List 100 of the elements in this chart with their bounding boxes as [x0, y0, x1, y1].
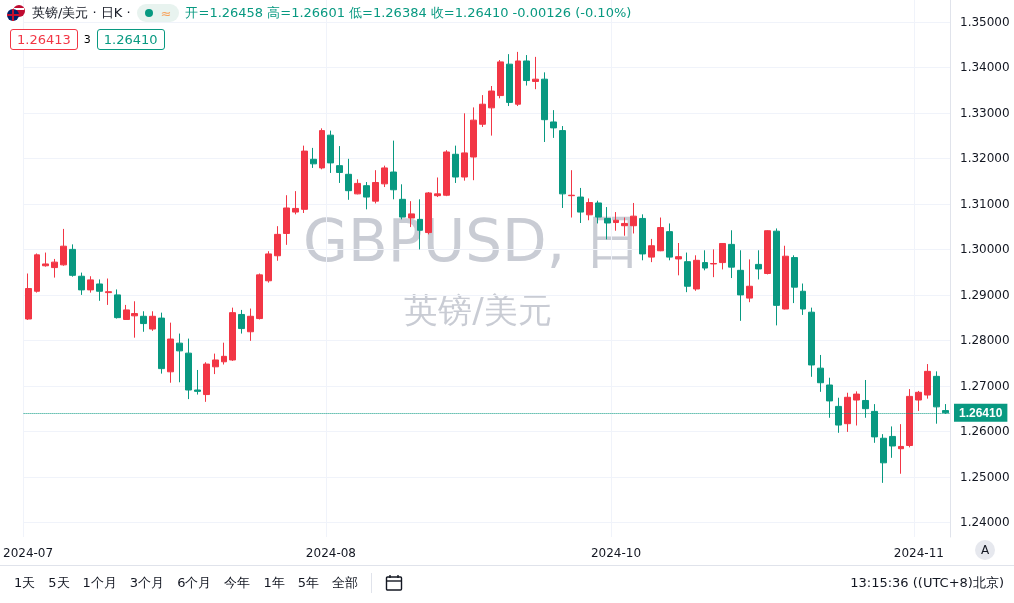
candlestick — [327, 130, 334, 174]
candlestick — [372, 169, 379, 204]
candlestick — [265, 250, 272, 284]
candlestick — [853, 390, 860, 426]
candlestick — [292, 190, 299, 215]
candlestick — [470, 106, 477, 181]
candlestick — [203, 361, 210, 403]
x-tick-label: 2024-08 — [305, 546, 356, 560]
candlestick — [434, 176, 441, 198]
candlestick — [808, 307, 815, 378]
text: 5年 — [297, 574, 319, 592]
candlestick — [666, 222, 673, 261]
candlestick — [550, 109, 557, 139]
x-tick-label: 2024-11 — [893, 546, 944, 560]
candlestick — [773, 227, 780, 326]
y-tick-label: 1.24000 — [960, 515, 1010, 530]
annotation: 1.26410 — [96, 29, 165, 50]
candlestick — [782, 245, 789, 310]
candlestick — [800, 283, 806, 316]
candlestick — [693, 254, 700, 292]
candlestick — [194, 369, 201, 396]
candlestick — [69, 243, 76, 278]
candlestick — [105, 278, 112, 306]
candlestick — [87, 275, 94, 294]
y-tick-label: 1.29000 — [960, 287, 1010, 302]
candlestick — [586, 197, 593, 221]
candlestick — [229, 307, 236, 362]
text: 全部 — [331, 574, 358, 592]
candlestick — [880, 433, 887, 484]
candlestick — [452, 145, 459, 184]
annotation: 3 — [83, 33, 91, 46]
text: 3个月 — [129, 574, 165, 592]
y-tick-label: 1.31000 — [960, 196, 1010, 211]
candlestick — [140, 310, 147, 333]
candlestick — [497, 59, 504, 99]
candlestick — [185, 338, 192, 400]
candlestick — [728, 229, 735, 279]
candlestick — [791, 254, 798, 304]
y-tick-label: 1.28000 — [960, 333, 1010, 348]
candlestick — [541, 71, 548, 143]
y-tick-label: 1.27000 — [960, 378, 1010, 393]
candlestick — [515, 51, 521, 107]
candlestick — [568, 169, 575, 219]
y-tick-label: 1.32000 — [960, 151, 1010, 166]
candlestick — [479, 94, 486, 128]
text: 6个月 — [177, 574, 212, 592]
candlestick — [274, 225, 281, 262]
candlestick — [212, 353, 219, 375]
candlestick — [443, 149, 450, 197]
candlestick — [488, 85, 495, 137]
candlestick — [42, 252, 49, 268]
y-tick-label: 1.33000 — [960, 105, 1010, 120]
candlestick — [630, 202, 637, 234]
candlestick — [34, 252, 40, 294]
candlestick — [114, 288, 121, 320]
candlestick — [60, 228, 67, 267]
chart-title: 英镑/美元 · 日K · — [32, 4, 131, 22]
x-tick-label: 2024-10 — [590, 546, 642, 560]
candlestick — [363, 181, 370, 210]
text: A — [975, 540, 995, 560]
candlestick — [176, 333, 183, 383]
y-tick-label: 1.25000 — [960, 469, 1010, 484]
candlestick — [301, 145, 308, 214]
candlestick — [167, 322, 174, 384]
candlestick — [621, 217, 628, 237]
candlestick — [639, 213, 646, 261]
candlestick — [889, 425, 896, 459]
candlestick — [221, 342, 227, 366]
candlestick — [532, 56, 539, 90]
candlestick — [256, 273, 263, 320]
candlestick — [354, 178, 361, 195]
candlestick — [96, 278, 103, 302]
candlestick — [898, 423, 904, 475]
candlestick — [844, 392, 851, 433]
annotation: 开=1.26458 高=1.26601 低=1.26384 收=1.26410 -0.00126 (-0.10%) — [185, 4, 632, 22]
candlestick — [657, 217, 664, 252]
annotation: ≈ — [160, 5, 172, 21]
candlestick — [719, 242, 726, 270]
candlestick — [283, 194, 290, 246]
candlestick — [336, 145, 343, 184]
candlestick — [675, 242, 682, 276]
candlestick — [158, 312, 165, 375]
candlestick — [577, 187, 584, 224]
text: 1个月 — [82, 574, 117, 592]
text: 5天 — [48, 574, 70, 592]
y-tick-label: 1.26000 — [960, 424, 1010, 439]
candlestick — [764, 229, 771, 275]
candlestick — [310, 147, 317, 169]
candlestick — [684, 252, 691, 293]
candlestick — [924, 363, 931, 400]
candlestick — [319, 127, 325, 170]
text: 今年 — [224, 574, 251, 592]
candlestick — [755, 249, 762, 280]
candlestick — [915, 390, 922, 412]
text: 1年 — [263, 574, 285, 592]
candlestick — [345, 158, 352, 201]
candlestick — [737, 249, 744, 322]
ref-line-label: 1.26410 — [959, 405, 1003, 420]
candlestick — [523, 54, 530, 87]
y-tick-label: 1.35000 — [960, 14, 1010, 29]
